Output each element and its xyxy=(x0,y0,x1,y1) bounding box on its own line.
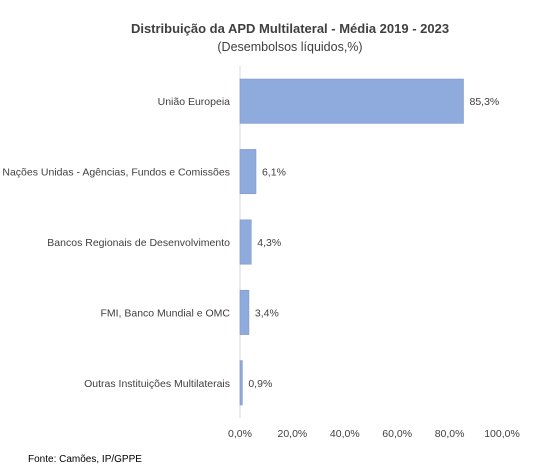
bar xyxy=(239,289,250,335)
x-tick-label: 80,0% xyxy=(435,428,465,440)
chart-subtitle: (Desembolsos líquidos,%) xyxy=(217,40,362,54)
bar xyxy=(239,149,257,195)
data-label: 85,3% xyxy=(469,96,499,108)
category-label: Outras Instituições Multilaterais xyxy=(84,378,230,390)
data-label: 0,9% xyxy=(248,378,272,390)
data-label: 3,4% xyxy=(255,307,279,319)
x-tick-label: 60,0% xyxy=(382,428,412,440)
category-label: Bancos Regionais de Desenvolvimento xyxy=(47,237,230,249)
source-note: Fonte: Camões, IP/GPPE xyxy=(28,454,142,465)
x-tick-label: 100,0% xyxy=(484,428,520,440)
data-label: 6,1% xyxy=(262,167,286,179)
x-tick-label: 0,0% xyxy=(228,428,252,440)
x-tick-label: 40,0% xyxy=(330,428,360,440)
data-label: 4,3% xyxy=(257,237,281,249)
bar xyxy=(239,219,252,265)
x-tick-label: 20,0% xyxy=(278,428,308,440)
category-label: FMI, Banco Mundial e OMC xyxy=(100,307,230,319)
bars-group: União Europeia 85,3% Nações Unidas - Agênc… xyxy=(2,78,499,406)
category-label: Nações Unidas - Agências, Fundos e Comis… xyxy=(2,167,230,179)
x-ticks-group: 0,0% 20,0% 40,0% 60,0% 80,0% 100,0% xyxy=(228,428,520,440)
bar xyxy=(239,78,464,124)
chart-title: Distribuição da APD Multilateral - Média… xyxy=(131,21,449,36)
category-label: União Europeia xyxy=(158,96,231,108)
bar xyxy=(239,360,243,406)
